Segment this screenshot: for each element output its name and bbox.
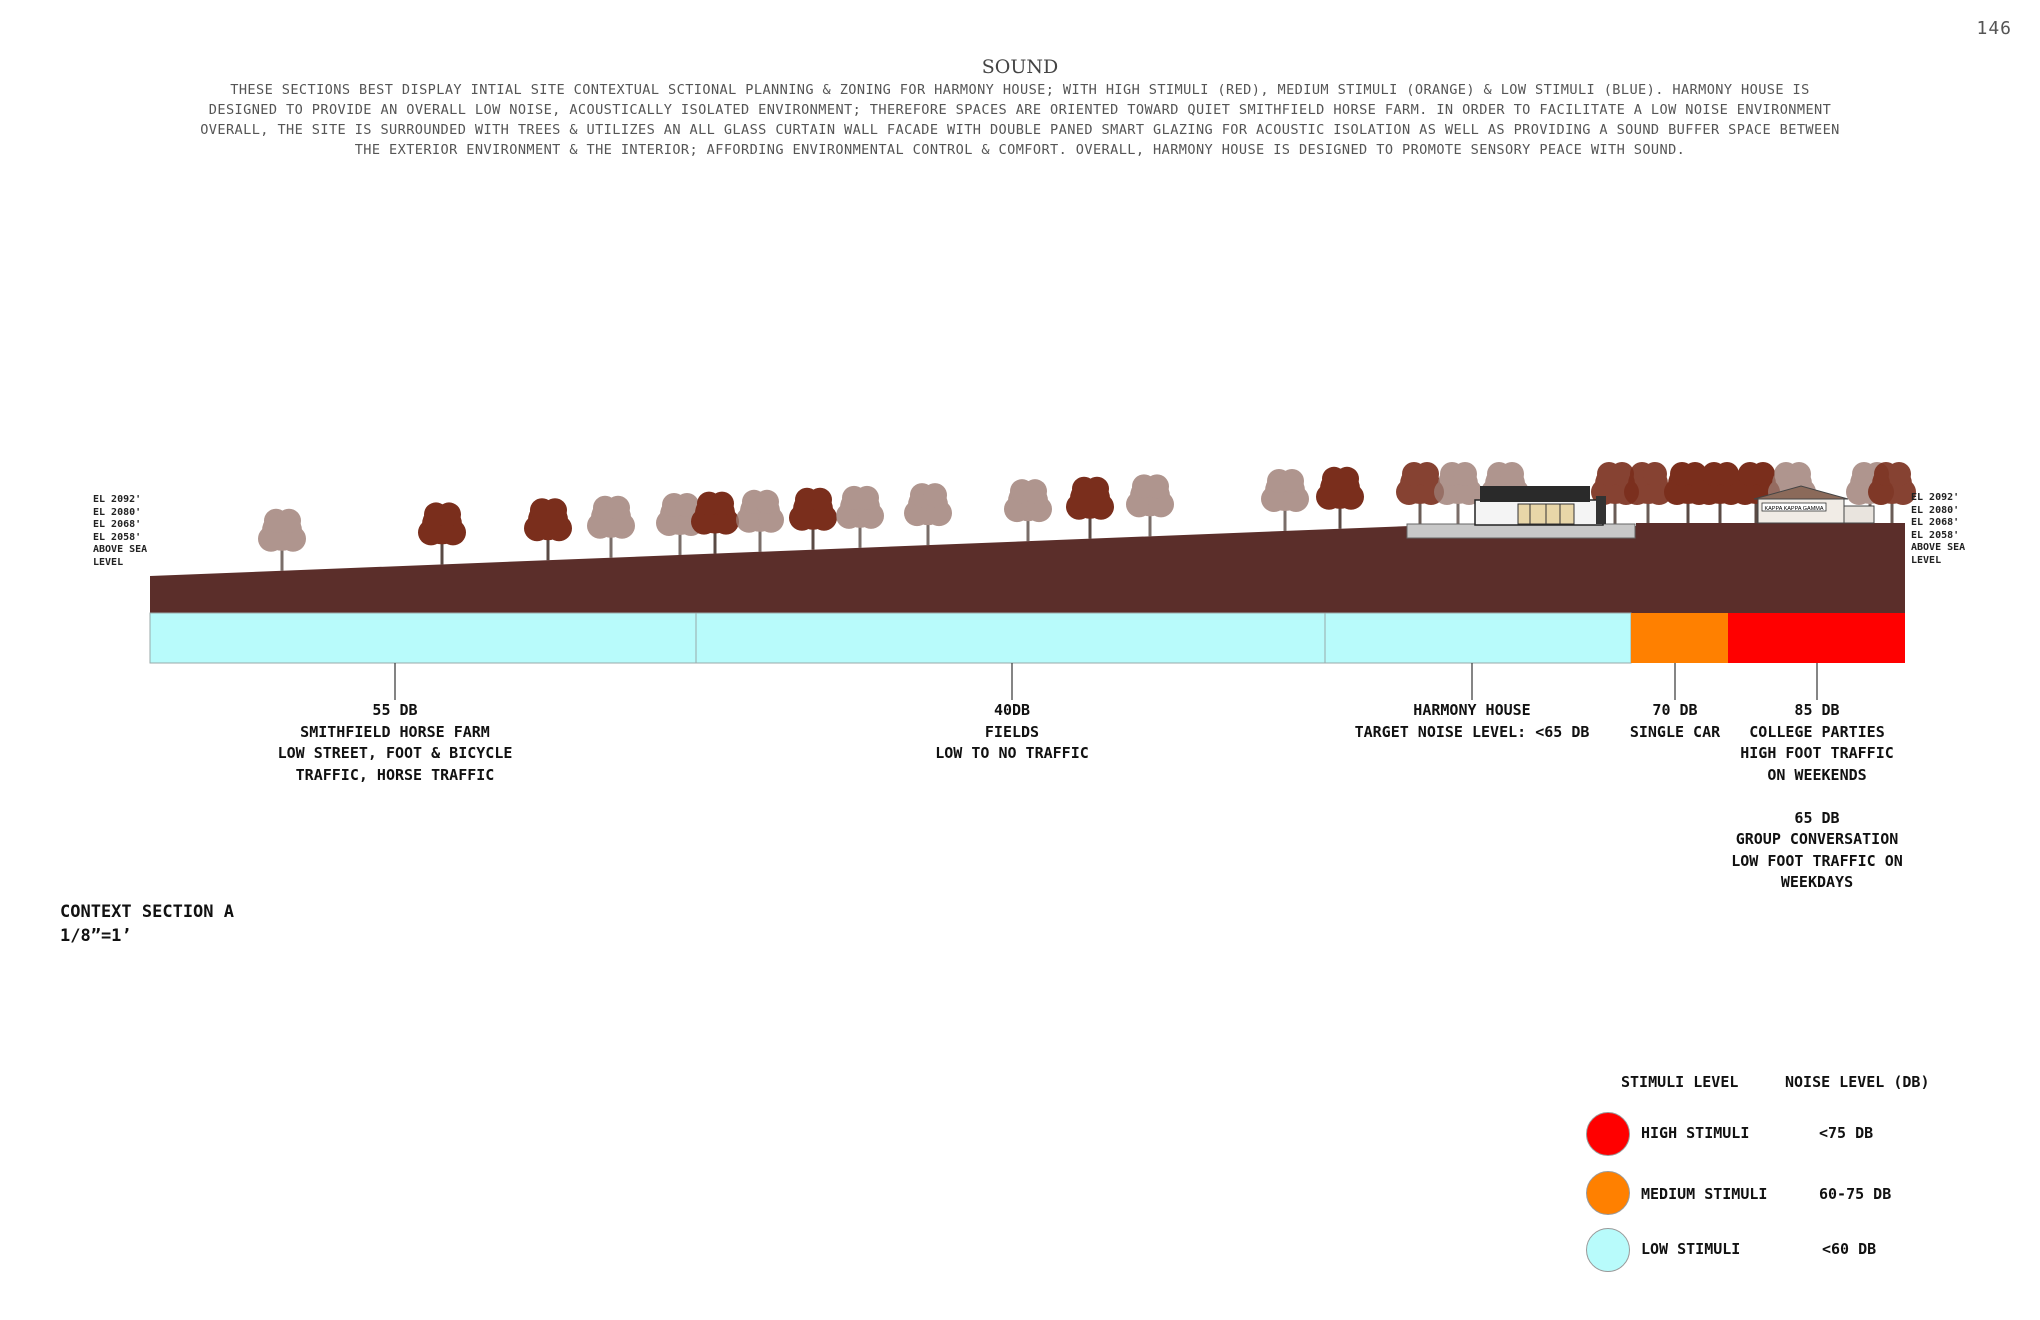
tree-icon: [1316, 466, 1364, 529]
tree-icon: [258, 508, 306, 571]
tree-icon: [587, 495, 635, 558]
legend-high-swatch: [1586, 1112, 1630, 1156]
noise-zone-bar: [149, 612, 1905, 664]
zone-smithfield: [149, 612, 697, 664]
ground-section: [150, 523, 1905, 613]
tree-icon: [418, 502, 466, 565]
callout-single-car: 70 DB SINGLE CAR: [1629, 701, 1721, 741]
tree-icon: [1066, 476, 1114, 539]
sorority-sign: KAPPA KAPPA GAMMA: [1764, 506, 1823, 512]
tree-icon: [736, 489, 784, 552]
zone-harmony: [1324, 612, 1632, 664]
intro-paragraph: THESE SECTIONS BEST DISPLAY INTIAL SITE …: [200, 82, 1840, 158]
elevation-label-right: EL 2092' EL 2080' EL 2068' EL 2058' ABOV…: [1911, 492, 1966, 566]
tree-icon: [1624, 462, 1672, 524]
section-caption: CONTEXT SECTION A 1/8”=1’: [60, 900, 234, 948]
tree-icon: [1732, 462, 1780, 524]
section-scale: 1/8”=1’: [60, 926, 132, 946]
legend-header-noise: NOISE LEVEL (DB): [1785, 1073, 1930, 1091]
legend-low-label: LOW STIMULI: [1641, 1240, 1741, 1258]
legend-medium-label: MEDIUM STIMULI: [1641, 1185, 1768, 1203]
tree-icon: [1004, 479, 1052, 542]
zone-fields: [695, 612, 1326, 664]
tree-icon: [1696, 462, 1744, 524]
tree-row: [258, 462, 1916, 571]
legend-medium-swatch: [1586, 1171, 1630, 1215]
tree-icon: [524, 498, 572, 561]
tree-icon: [1434, 462, 1482, 524]
legend-high-label: HIGH STIMULI: [1641, 1124, 1750, 1142]
callout-fields: 40DB FIELDS LOW TO NO TRAFFIC: [935, 701, 1089, 762]
sorority-house-building: KAPPA KAPPA GAMMA: [1753, 485, 1875, 524]
tree-icon: [691, 491, 739, 554]
tree-icon: [1396, 462, 1444, 524]
page-number: 146: [1976, 18, 2012, 39]
tree-icon: [1126, 474, 1174, 537]
leader-lines: [394, 663, 1818, 700]
sheet-title: SOUND: [981, 56, 1059, 78]
callout-college: 85 DB COLLEGE PARTIES HIGH FOOT TRAFFIC …: [1731, 701, 1903, 891]
tree-icon: [904, 483, 952, 546]
section-name: CONTEXT SECTION A: [60, 902, 234, 922]
legend-low-swatch: [1586, 1228, 1630, 1272]
legend-medium-noise: 60-75 DB: [1819, 1185, 1892, 1203]
callout-smithfield: 55 DB SMITHFIELD HORSE FARM LOW STREET, …: [277, 701, 513, 784]
harmony-house-building: [1406, 486, 1636, 539]
legend-low-noise: <60 DB: [1822, 1240, 1877, 1258]
zone-college: [1728, 613, 1905, 663]
tree-icon: [836, 485, 884, 548]
legend-high-noise: <75 DB: [1819, 1124, 1874, 1142]
elevation-label-left: EL 2092' EL 2080' EL 2068' EL 2058' ABOV…: [93, 494, 148, 568]
zone-single-car: [1631, 613, 1728, 663]
tree-icon: [1261, 468, 1309, 531]
tree-icon: [789, 487, 837, 550]
legend-header-level: STIMULI LEVEL: [1621, 1073, 1739, 1091]
tree-icon: [1868, 462, 1916, 524]
callout-harmony-house: HARMONY HOUSE TARGET NOISE LEVEL: <65 DB: [1354, 701, 1590, 741]
